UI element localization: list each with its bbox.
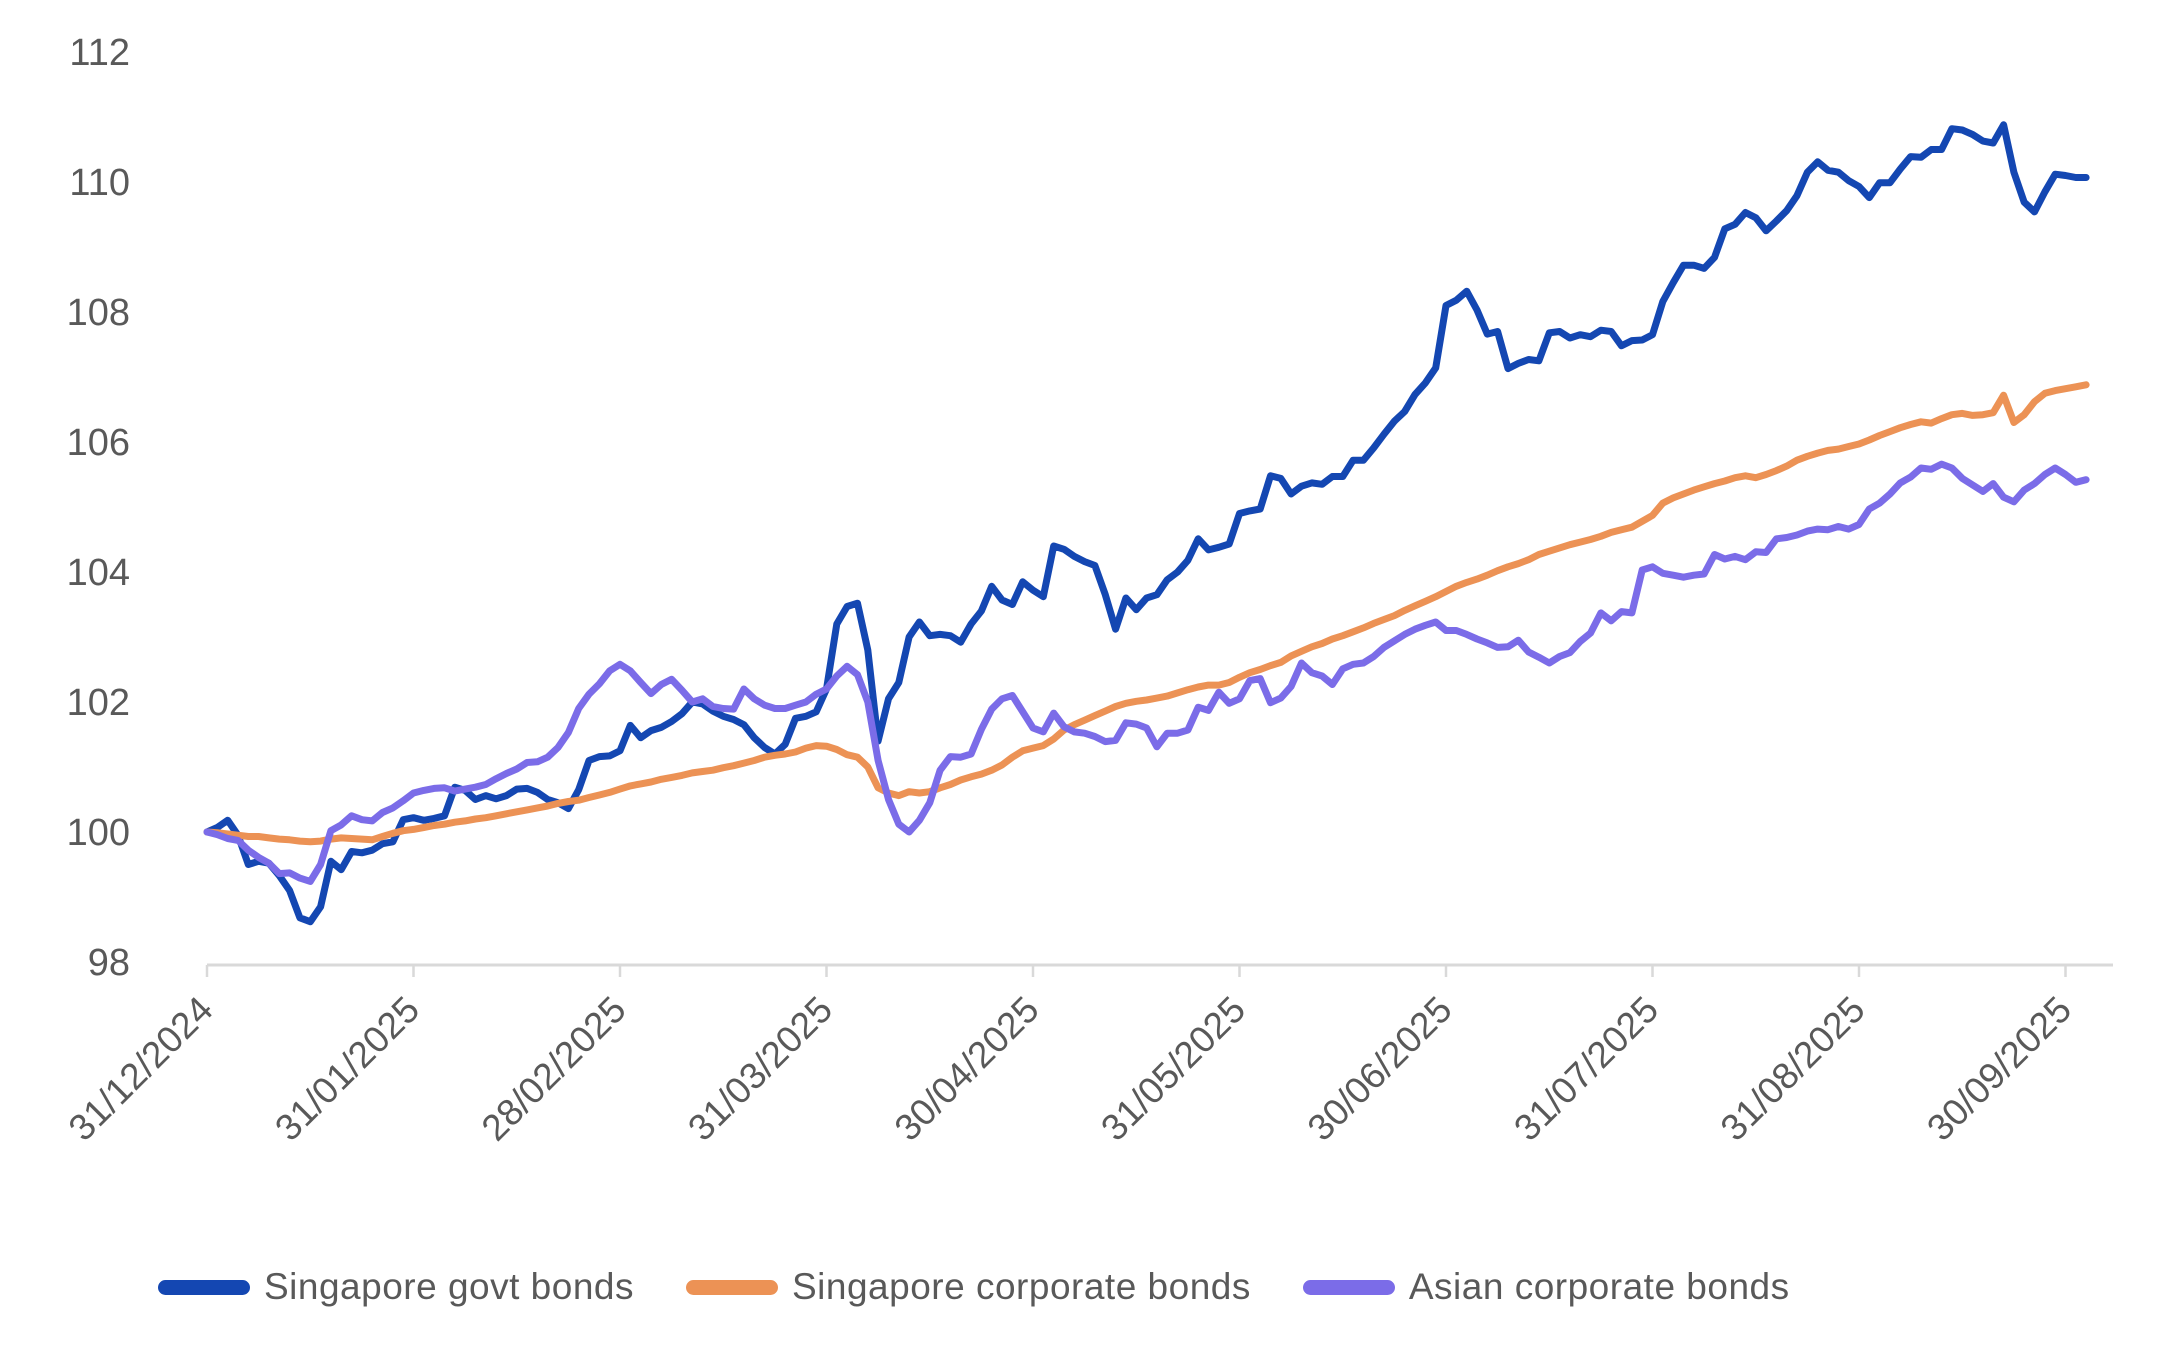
legend: Singapore govt bonds Singapore corporate…	[158, 1266, 1790, 1308]
series-line-singapore-corporate-bonds	[203, 381, 2090, 846]
x-tick-label: 31/12/2024	[61, 989, 221, 1149]
legend-label-asian-corporate-bonds: Asian corporate bonds	[1408, 1266, 1790, 1307]
legend-item-singapore-corporate-bonds: Singapore corporate bonds	[686, 1266, 1251, 1308]
y-tick-label: 106	[67, 422, 130, 464]
y-tick-label: 98	[88, 942, 130, 984]
y-tick-label: 100	[67, 812, 130, 854]
y-tick-label: 112	[69, 32, 130, 74]
legend-label-singapore-corporate-bonds: Singapore corporate bonds	[792, 1266, 1251, 1307]
x-tick-label: 31/07/2025	[1506, 989, 1666, 1149]
x-tick-label: 31/08/2025	[1713, 989, 1873, 1149]
y-tick-label: 102	[67, 682, 130, 724]
x-tick-label: 31/05/2025	[1093, 989, 1253, 1149]
x-tick-label: 30/06/2025	[1300, 989, 1460, 1149]
x-tick-label: 30/09/2025	[1919, 989, 2079, 1149]
x-tick-label: 28/02/2025	[474, 989, 634, 1149]
series-line-asian-corporate-bonds	[203, 460, 2090, 885]
x-tick-label: 31/01/2025	[267, 989, 427, 1149]
y-tick-label: 104	[67, 552, 130, 594]
legend-label-singapore-govt-bonds: Singapore govt bonds	[264, 1266, 634, 1307]
x-tick-label: 30/04/2025	[887, 989, 1047, 1149]
legend-item-asian-corporate-bonds: Asian corporate bonds	[1302, 1266, 1790, 1308]
legend-item-singapore-govt-bonds: Singapore govt bonds	[158, 1266, 634, 1308]
legend-swatch-singapore-corporate-bonds	[686, 1279, 778, 1295]
legend-swatch-singapore-govt-bonds	[158, 1279, 250, 1295]
x-tick-label: 31/03/2025	[680, 989, 840, 1149]
series-line-singapore-govt-bonds	[203, 121, 2090, 926]
legend-swatch-asian-corporate-bonds	[1302, 1279, 1395, 1295]
y-tick-label: 108	[67, 292, 130, 334]
y-tick-label: 110	[69, 162, 130, 204]
